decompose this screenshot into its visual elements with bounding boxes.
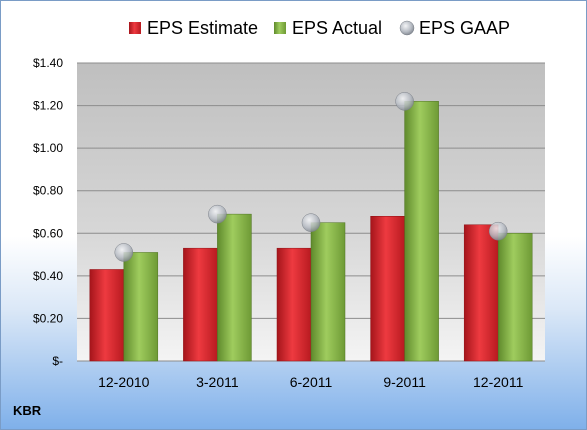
marker-eps-gaap xyxy=(488,221,508,241)
y-tick-label: $0.20 xyxy=(33,311,63,325)
marker-eps-gaap xyxy=(395,92,414,111)
y-tick-label: $0.80 xyxy=(33,184,63,198)
bar-eps-actual xyxy=(123,252,159,362)
bar-eps-estimate xyxy=(463,224,499,362)
legend-swatch xyxy=(129,22,141,34)
bar-eps-estimate xyxy=(370,216,405,362)
legend-label: EPS Estimate xyxy=(147,18,258,38)
y-tick-label: $0.60 xyxy=(33,226,63,240)
legend-swatch xyxy=(399,20,415,36)
ticker-label: KBR xyxy=(13,403,42,418)
y-tick-label: $1.40 xyxy=(33,56,63,70)
gaap-markers xyxy=(114,92,508,262)
x-category-label: 6-2011 xyxy=(290,374,333,390)
bar-eps-actual xyxy=(310,222,346,362)
legend-label: EPS Actual xyxy=(292,18,382,38)
legend: EPS Estimate EPS Actual EPS GAAP xyxy=(129,18,510,38)
bar-eps-estimate xyxy=(89,269,125,362)
marker-eps-gaap xyxy=(301,213,321,232)
marker-eps-gaap xyxy=(114,243,134,262)
marker-eps-gaap xyxy=(208,204,227,224)
bar-eps-actual xyxy=(217,213,252,362)
y-axis-ticks: $- $0.20 $0.40 $0.60 $0.80 $1.00 $1.20 $1.40 xyxy=(33,56,63,368)
bar-eps-actual xyxy=(497,233,533,362)
y-tick-label: $1.00 xyxy=(33,141,63,155)
bar-eps-estimate xyxy=(276,247,312,362)
y-tick-label: $- xyxy=(52,354,63,368)
bar-eps-estimate xyxy=(183,247,218,362)
y-tick-label: $1.20 xyxy=(33,99,63,113)
legend-label: EPS GAAP xyxy=(419,18,510,38)
x-axis-labels: 12-2010 3-2011 6-2011 9-2011 12-2011 xyxy=(98,374,523,390)
legend-swatch xyxy=(274,22,286,34)
bar-eps-actual xyxy=(404,101,439,362)
y-tick-label: $0.40 xyxy=(33,269,63,283)
x-category-label: 9-2011 xyxy=(383,374,426,390)
x-category-label: 3-2011 xyxy=(196,374,239,390)
x-category-label: 12-2010 xyxy=(98,374,150,390)
x-category-label: 12-2011 xyxy=(473,374,524,390)
bars xyxy=(89,101,533,362)
